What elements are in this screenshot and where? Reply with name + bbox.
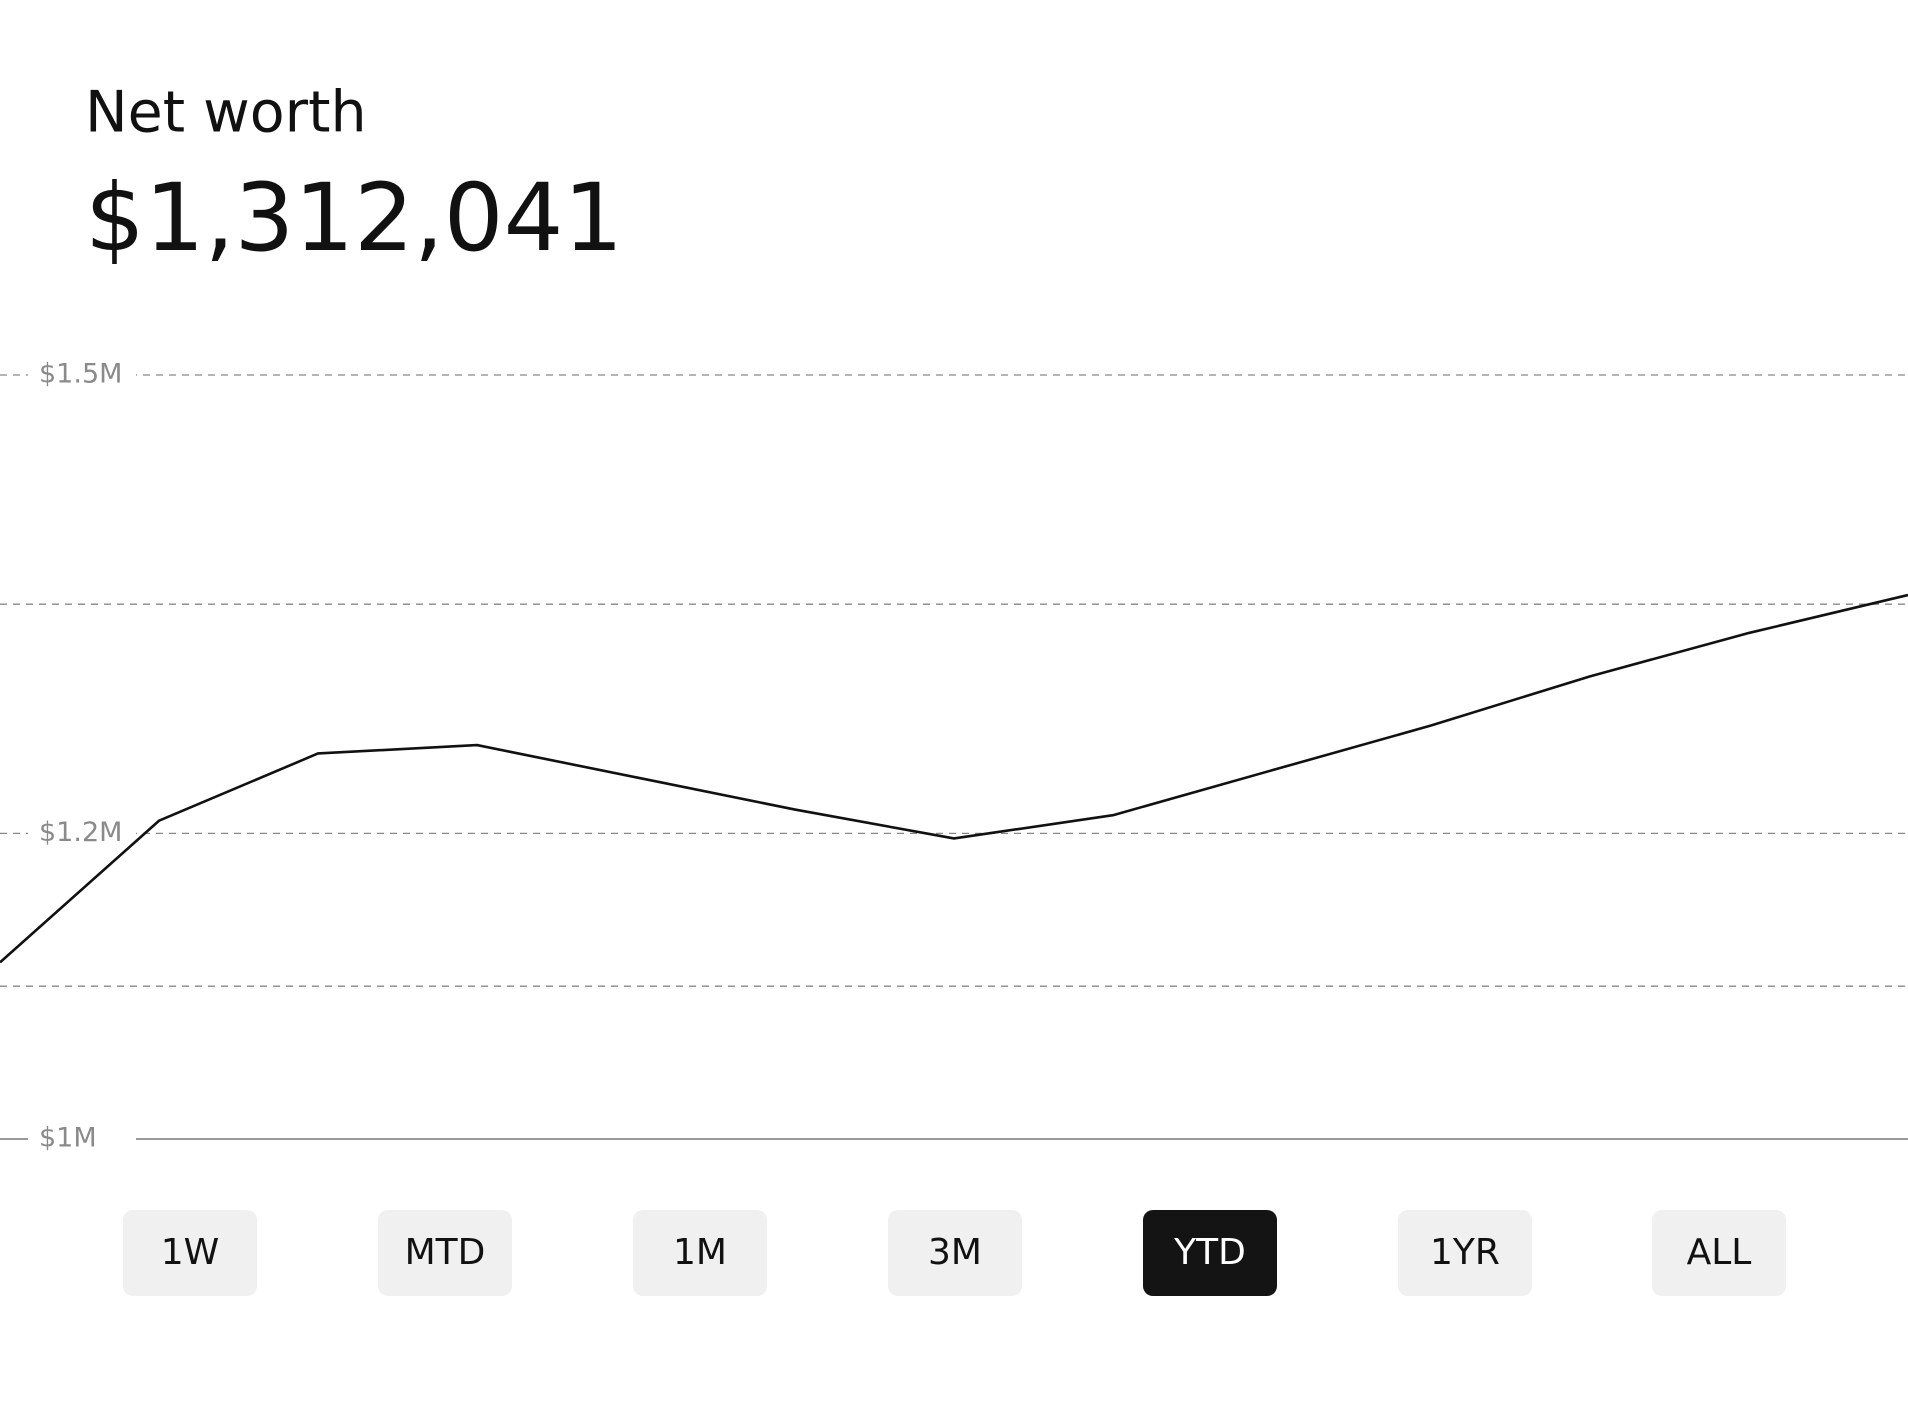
range-button-label: 1M — [673, 1232, 727, 1273]
net-worth-value: $1,312,041 — [85, 164, 623, 273]
range-button[interactable]: 3M — [888, 1210, 1022, 1296]
range-button[interactable]: YTD — [1143, 1210, 1277, 1296]
range-button-bg — [1143, 1210, 1277, 1296]
range-button[interactable]: ALL — [1652, 1210, 1786, 1296]
range-button-label: 3M — [928, 1232, 982, 1273]
label-backdrop — [28, 1121, 136, 1157]
y-tick-label: $1.5M — [39, 359, 122, 390]
label-backdrop — [28, 815, 136, 852]
range-button-label: MTD — [405, 1232, 486, 1273]
y-tick-label: $1.2M — [39, 817, 122, 848]
range-button-bg — [1398, 1210, 1532, 1296]
range-button-label: YTD — [1173, 1232, 1246, 1273]
range-button-label: 1W — [161, 1232, 220, 1273]
range-button-bg — [1652, 1210, 1786, 1296]
range-button[interactable]: 1YR — [1398, 1210, 1532, 1296]
label-backdrop — [28, 357, 136, 393]
range-button[interactable]: 1W — [123, 1210, 257, 1296]
y-tick-label: $1M — [39, 1123, 97, 1154]
range-button[interactable]: 1M — [633, 1210, 767, 1296]
range-button[interactable]: MTD — [378, 1210, 512, 1296]
range-button-bg — [633, 1210, 767, 1296]
range-button-label: ALL — [1687, 1232, 1752, 1273]
net-worth-line — [0, 593, 1908, 964]
range-button-label: 1YR — [1430, 1232, 1500, 1273]
title: Net worth — [85, 80, 367, 146]
range-button-bg — [378, 1210, 512, 1296]
range-button-bg — [123, 1210, 257, 1296]
range-button-bg — [888, 1210, 1022, 1296]
